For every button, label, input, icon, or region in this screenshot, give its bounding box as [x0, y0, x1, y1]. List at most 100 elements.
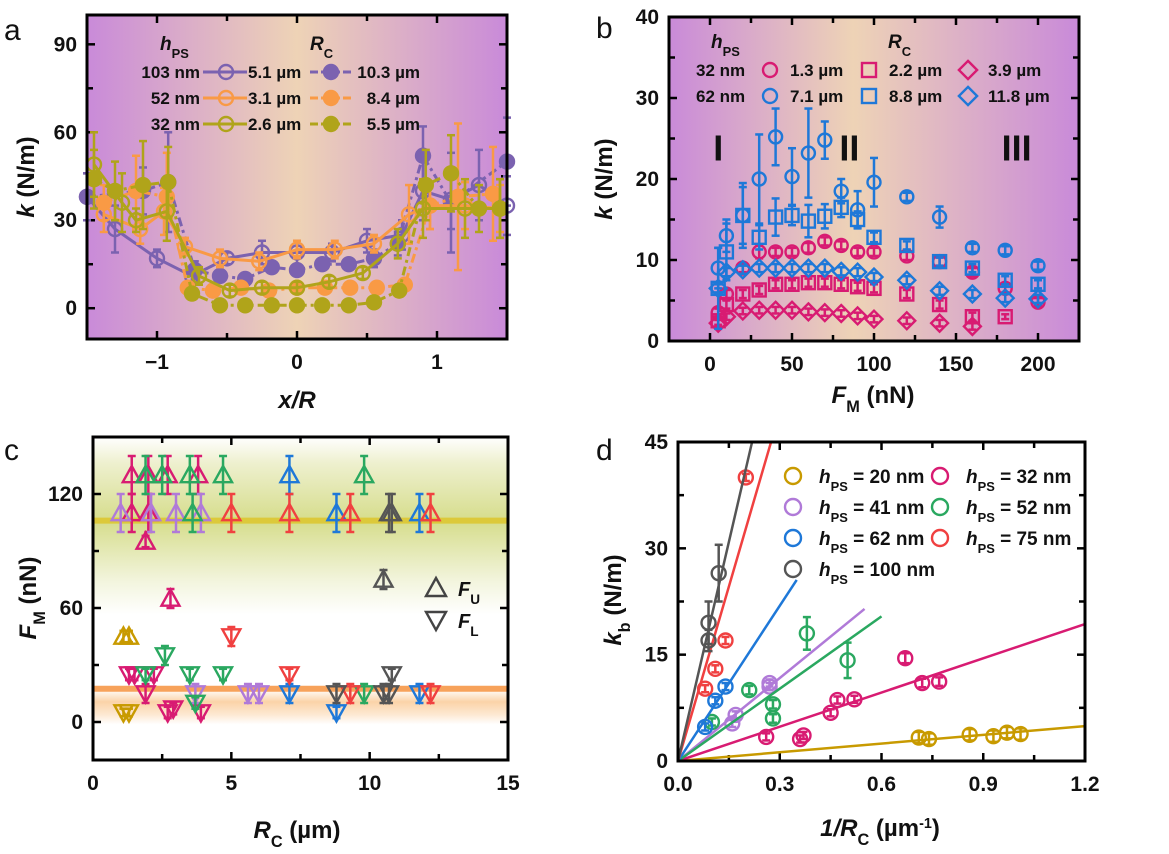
panel-letter: c: [4, 434, 19, 467]
data-point: [707, 692, 724, 709]
series-32nm-diamond: [708, 300, 983, 337]
data-point-fu: [419, 501, 442, 522]
data-point-fl: [134, 685, 157, 705]
data-point: [368, 279, 385, 296]
data-point: [767, 129, 784, 145]
data-point: [995, 287, 1016, 309]
data-point: [784, 168, 800, 185]
x-tick-label: 50: [780, 353, 803, 376]
legend-marker: [783, 497, 803, 517]
y-tick-label: 60: [54, 121, 77, 144]
data-point-fu: [134, 463, 157, 484]
data-point: [765, 257, 786, 279]
data-point: [814, 257, 835, 279]
data-point: [798, 625, 816, 642]
data-point: [849, 244, 866, 260]
data-point: [314, 256, 331, 273]
data-point: [365, 294, 383, 311]
series-20nm: [678, 724, 1085, 761]
series-green: [134, 454, 376, 715]
data-point: [798, 257, 819, 279]
legend-rc-label: 5.5 µm: [367, 115, 420, 134]
data-point-fu: [109, 501, 132, 522]
data-point-fu: [339, 501, 362, 522]
data-point: [849, 211, 866, 228]
data-point: [866, 229, 882, 246]
data-point: [899, 189, 915, 205]
data-point: [817, 233, 833, 250]
plot-area: [93, 437, 508, 760]
data-point-fu: [140, 501, 163, 522]
data-point-fu: [117, 625, 141, 645]
data-point: [822, 704, 839, 721]
data-point: [751, 229, 767, 246]
y-axis-label: k (N/m): [13, 136, 40, 217]
data-point-fu: [181, 501, 204, 522]
legend-hps-label: 52 nm: [151, 89, 200, 108]
data-point-fl: [353, 685, 376, 705]
data-point: [833, 199, 849, 216]
series-blue: [278, 454, 431, 724]
data-point: [176, 238, 194, 255]
data-point-fl: [184, 685, 207, 705]
x-tick-label: 0: [291, 351, 303, 374]
data-point: [1030, 257, 1046, 274]
data-point: [288, 241, 306, 258]
x-tick-label: 5: [225, 772, 237, 795]
data-point-fu: [134, 530, 157, 550]
series-gray: [325, 492, 403, 705]
legend-marker: [930, 497, 950, 517]
legend-hps-label: 32 nm: [696, 61, 745, 80]
data-point: [414, 200, 432, 217]
x-tick-label: 150: [938, 353, 973, 376]
data-point: [899, 237, 915, 254]
data-point: [365, 235, 383, 252]
data-point: [846, 691, 863, 708]
x-tick-label: 0.6: [867, 773, 896, 796]
data-point: [866, 174, 882, 190]
data-point: [817, 132, 833, 148]
data-point: [253, 279, 271, 296]
data-point: [1027, 288, 1049, 310]
data-point: [735, 286, 751, 302]
data-point: [724, 715, 741, 732]
plot-area: [678, 442, 1085, 761]
legend-label: hPS = 62 nm: [819, 529, 924, 556]
data-point: [211, 267, 229, 285]
y-tick-label: 30: [54, 209, 77, 232]
legend-marker: [322, 63, 340, 81]
y-tick-label: 20: [636, 168, 659, 191]
legend-label: hPS = 52 nm: [966, 498, 1071, 525]
legend-rc-label: 8.8 µm: [889, 87, 942, 106]
panel-d: 0.0 0.3 0.6 0.9 1.2 0 15 30 45 1/RC (µm-1) kb (N/m…: [600, 431, 1100, 849]
data-point: [749, 300, 770, 321]
data-point-fl: [184, 694, 207, 715]
data-point-fu: [178, 463, 201, 484]
data-point: [442, 165, 460, 182]
data-point: [221, 282, 239, 299]
data-point: [847, 305, 868, 327]
legend-rc-label: 7.1 µm: [790, 87, 843, 106]
y-axis-label: kb (N/m): [600, 554, 634, 645]
data-point: [741, 681, 758, 699]
legend-marker: [217, 89, 235, 107]
legend-marker: [860, 61, 878, 79]
data-point: [829, 691, 846, 709]
data-point: [696, 680, 714, 697]
data-point: [896, 270, 917, 291]
series-62nm: [678, 579, 798, 761]
data-point-fl: [419, 685, 442, 705]
series-32nm-square: [710, 274, 1013, 329]
data-point: [710, 280, 726, 297]
data-point: [997, 242, 1013, 258]
data-point: [817, 208, 833, 224]
data-point: [354, 264, 371, 282]
y-axis-label: k (N/m): [591, 138, 618, 219]
data-point-fl: [339, 685, 362, 705]
data-point: [251, 253, 268, 270]
data-point: [866, 244, 882, 260]
data-point: [997, 309, 1013, 325]
data-point: [718, 244, 735, 260]
data-point-fl: [408, 685, 431, 705]
legend-marker: [423, 575, 449, 598]
